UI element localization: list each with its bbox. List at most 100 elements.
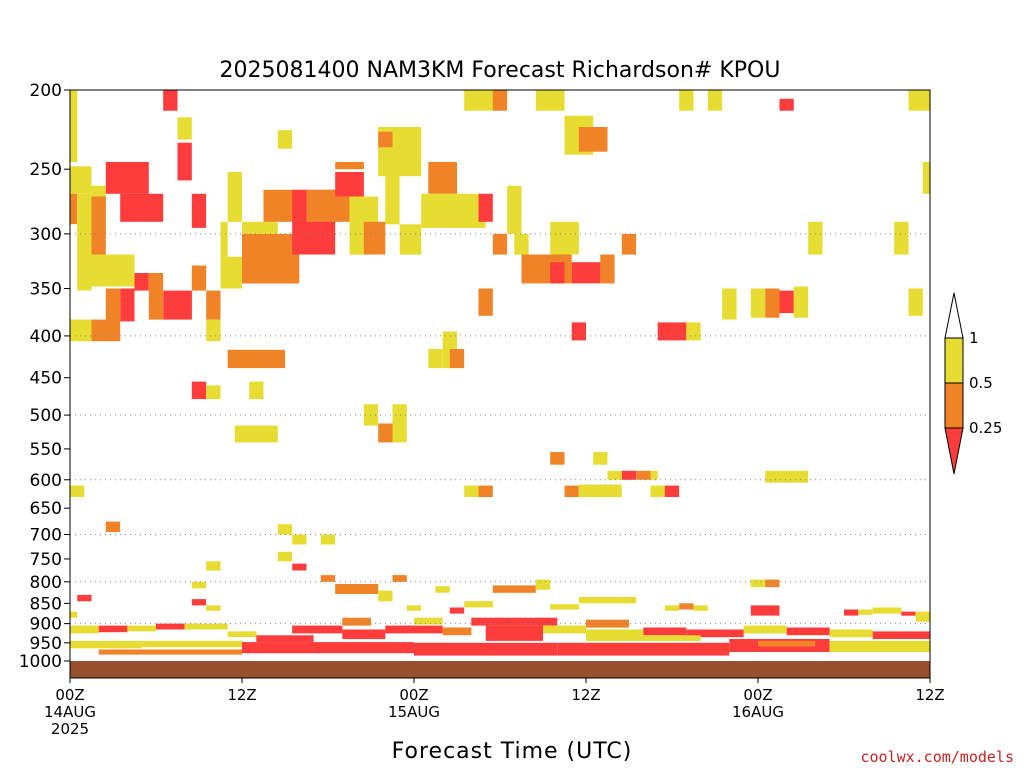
- ri-cell: [779, 98, 794, 111]
- ri-cell: [234, 425, 278, 443]
- ri-cell: [485, 625, 543, 641]
- ri-cell: [707, 90, 723, 111]
- ri-cell: [535, 90, 565, 111]
- ri-cell: [378, 590, 393, 602]
- ri-cell: [894, 221, 909, 255]
- y-tick-label: 650: [30, 499, 62, 519]
- ri-cell: [242, 233, 300, 284]
- ri-cell: [206, 290, 221, 320]
- ri-cell: [277, 551, 293, 562]
- ri-cell: [292, 534, 307, 545]
- ri-cell: [385, 169, 400, 225]
- ri-cell: [292, 625, 343, 634]
- ri-cell: [70, 166, 92, 194]
- chart-title: 2025081400 NAM3KM Forecast Richardson# K…: [220, 58, 781, 83]
- ri-cell: [514, 233, 529, 255]
- y-tick-label: 1000: [19, 652, 62, 672]
- ri-cell: [908, 288, 923, 316]
- ri-cell: [120, 288, 135, 322]
- ri-cell: [399, 224, 422, 255]
- colorbar-bin: [944, 337, 964, 384]
- ri-cell: [464, 90, 500, 111]
- ri-cell: [206, 605, 221, 611]
- ri-cell: [664, 605, 680, 611]
- ri-cell: [191, 381, 207, 400]
- ri-cell: [256, 635, 314, 643]
- ri-cell: [492, 90, 508, 111]
- ri-cell: [91, 254, 135, 287]
- ri-cell: [105, 288, 121, 322]
- ri-cell: [586, 635, 701, 641]
- ri-cell: [70, 485, 85, 497]
- ri-cell: [191, 581, 207, 589]
- pressure-axis: 200 250 300 350 400 450 500 550 600 650 700 750 8008…: [19, 81, 70, 672]
- ri-cell: [277, 524, 293, 535]
- ri-cell: [621, 470, 637, 480]
- ri-cell: [428, 349, 443, 369]
- ri-cell: [872, 631, 930, 639]
- ri-cell: [750, 288, 766, 318]
- ri-cell: [507, 185, 522, 234]
- ri-cell: [442, 627, 472, 636]
- y-tick-label: 200: [30, 81, 62, 101]
- ri-cell: [392, 404, 407, 443]
- ri-cell: [242, 221, 278, 234]
- y-tick-label: 350: [30, 280, 62, 300]
- y-tick-label: 300: [30, 225, 62, 245]
- ri-cell: [163, 290, 192, 320]
- ri-cell: [227, 631, 257, 638]
- ri-cell: [636, 470, 651, 480]
- ri-cell: [428, 162, 457, 194]
- ri-cell: [184, 623, 228, 630]
- ri-cell: [449, 607, 465, 614]
- ri-cell: [786, 627, 830, 636]
- credit-text: coolwx.com/models: [860, 748, 1014, 766]
- ri-cell: [600, 254, 615, 284]
- ri-cell: [464, 485, 479, 497]
- x-tick-label: 00Z: [743, 686, 772, 704]
- ri-cell: [414, 642, 558, 656]
- ri-cell: [808, 221, 823, 255]
- ri-cell: [421, 193, 486, 228]
- ri-cell: [464, 601, 493, 608]
- ri-cell: [844, 609, 859, 616]
- x-tick-label: 15AUG: [388, 703, 440, 721]
- ri-cell: [206, 319, 221, 342]
- ri-cell: [679, 603, 694, 610]
- ri-cell: [571, 262, 601, 284]
- ri-cell: [320, 575, 336, 582]
- pressure-gridlines: [70, 233, 930, 625]
- ri-cell: [70, 625, 99, 634]
- ri-cell: [249, 381, 264, 400]
- ri-cell: [70, 640, 142, 649]
- ri-cell: [550, 604, 579, 610]
- ri-cell: [177, 117, 192, 140]
- ri-cell: [607, 470, 622, 480]
- ri-cell: [378, 423, 393, 443]
- ri-cell: [77, 193, 92, 291]
- ri-cell: [765, 288, 780, 318]
- colorbar-bin: [944, 382, 964, 429]
- ri-cell: [657, 322, 687, 341]
- ri-cell: [643, 627, 687, 636]
- x-tick-label: 00Z: [55, 686, 84, 704]
- y-tick-label: 250: [30, 160, 62, 180]
- y-tick-label: 950: [30, 634, 62, 654]
- ri-cell: [363, 221, 386, 255]
- ri-cell: [621, 233, 637, 255]
- y-tick-label: 850: [30, 594, 62, 614]
- ri-cell: [578, 127, 608, 152]
- ri-cell: [77, 594, 92, 602]
- ri-cell: [105, 521, 121, 532]
- y-tick-label: 400: [30, 327, 62, 347]
- ri-cell: [70, 319, 92, 342]
- ri-cell: [758, 640, 816, 647]
- ri-cell: [543, 625, 586, 634]
- ri-cell: [535, 579, 551, 590]
- ri-cell: [335, 162, 364, 170]
- ri-cell: [564, 485, 579, 497]
- ri-cell: [550, 221, 579, 255]
- ri-cell: [693, 605, 708, 611]
- ri-cell: [220, 221, 228, 257]
